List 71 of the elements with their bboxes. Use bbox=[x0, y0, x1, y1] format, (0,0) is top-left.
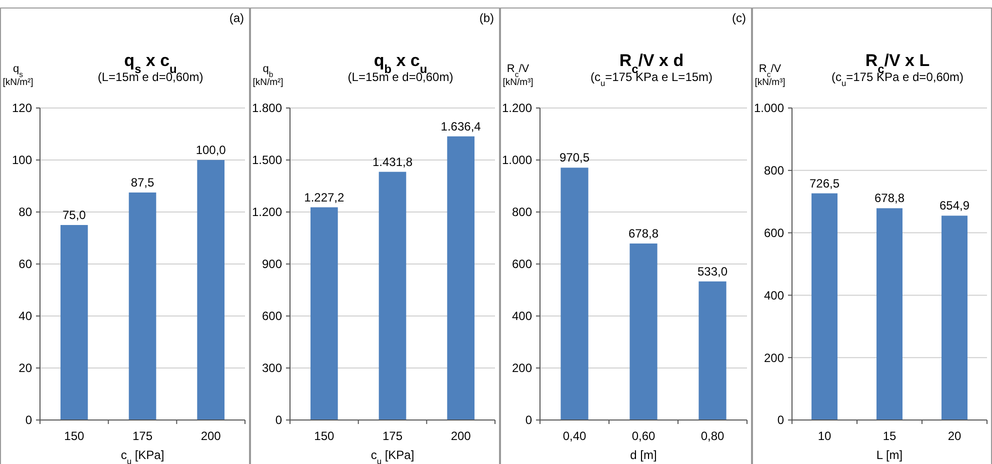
x-tick-label: 15 bbox=[882, 429, 896, 443]
y-tick-label: 40 bbox=[18, 309, 32, 324]
text: (b) bbox=[479, 11, 494, 25]
x-axis-title: L [m] bbox=[876, 448, 903, 462]
y-tick-label: 1.000 bbox=[754, 101, 784, 116]
bar bbox=[378, 172, 406, 420]
y-tick-label: 600 bbox=[262, 309, 282, 324]
x-axis-title: c$_{u}$ [KPa] bbox=[120, 448, 164, 464]
data-label: 1.227,2 bbox=[304, 190, 345, 204]
bar bbox=[197, 160, 224, 420]
data-label: 1.636,4 bbox=[440, 119, 482, 134]
y-tick-label: 900 bbox=[262, 257, 282, 272]
bar bbox=[128, 192, 156, 420]
data-label: 1.431,8 bbox=[372, 154, 413, 169]
x-tick-label: 150 bbox=[64, 429, 84, 443]
bar bbox=[447, 136, 474, 420]
y-tick-label: 200 bbox=[764, 350, 784, 365]
x-axis-title: c$_{u}$ [KPa] bbox=[370, 448, 414, 464]
x-tick-label: 0,40 bbox=[562, 429, 586, 443]
y-tick-label: 120 bbox=[12, 101, 32, 116]
y-tick-label: 20 bbox=[18, 361, 32, 376]
y-tick-label: 800 bbox=[512, 205, 532, 220]
y-tick-label: 0 bbox=[25, 413, 32, 428]
data-label: 726,5 bbox=[809, 176, 840, 190]
x-tick-label: 175 bbox=[382, 429, 403, 443]
x-tick-label: 200 bbox=[450, 429, 472, 443]
bar bbox=[698, 281, 726, 420]
data-label: 87,5 bbox=[130, 176, 154, 190]
y-axis-title: R$_{c}$/V [kN/m³] bbox=[502, 63, 534, 88]
y-tick-label: 200 bbox=[512, 361, 532, 376]
y-tick-label: 60 bbox=[18, 257, 32, 272]
y-axis-title: q$_{b}$ [kN/m²] bbox=[252, 63, 284, 88]
y-tick-label: 300 bbox=[262, 361, 282, 376]
bar bbox=[560, 168, 588, 420]
y-tick-label: 0 bbox=[525, 413, 532, 428]
x-tick-label: 20 bbox=[948, 429, 962, 443]
x-tick-label: 200 bbox=[200, 429, 222, 443]
data-label: 678,8 bbox=[874, 191, 905, 206]
data-label: 100,0 bbox=[196, 143, 226, 157]
data-label: 970,5 bbox=[559, 150, 590, 165]
bar bbox=[310, 207, 338, 420]
y-tick-label: 1.500 bbox=[252, 153, 282, 168]
data-label: 678,8 bbox=[628, 226, 659, 241]
y-tick-label: 1.000 bbox=[502, 153, 532, 168]
data-label: 654,9 bbox=[939, 198, 970, 213]
y-tick-label: 400 bbox=[764, 288, 784, 302]
x-tick-label: 150 bbox=[314, 429, 334, 443]
y-tick-label: 1.800 bbox=[252, 101, 282, 116]
x-tick-label: 10 bbox=[818, 429, 832, 443]
y-tick-label: 600 bbox=[512, 257, 532, 272]
text: (a) bbox=[229, 11, 244, 25]
bar bbox=[630, 244, 658, 420]
data-label: 533,0 bbox=[697, 264, 728, 278]
y-tick-label: 400 bbox=[512, 309, 532, 324]
x-axis-title: d [m] bbox=[630, 448, 657, 462]
y-axis-title: R$_{c}$/V [kN/m³] bbox=[754, 63, 786, 88]
y-tick-label: 1.200 bbox=[502, 101, 532, 116]
text: (c) bbox=[732, 11, 746, 25]
y-tick-label: 0 bbox=[777, 413, 784, 428]
x-tick-label: 175 bbox=[132, 429, 153, 443]
y-tick-label: 100 bbox=[12, 153, 32, 168]
y-tick-label: 1.200 bbox=[252, 205, 282, 220]
x-tick-label: 0,80 bbox=[700, 429, 724, 443]
y-axis-title: q$_{s}$ [kN/m²] bbox=[2, 63, 34, 88]
y-tick-label: 600 bbox=[764, 226, 784, 240]
y-tick-label: 80 bbox=[18, 205, 32, 220]
y-tick-label: 800 bbox=[764, 164, 784, 178]
x-tick-label: 0,60 bbox=[632, 429, 656, 443]
y-tick-label: 0 bbox=[275, 413, 282, 428]
bar bbox=[60, 225, 88, 420]
data-label: 75,0 bbox=[62, 208, 86, 222]
